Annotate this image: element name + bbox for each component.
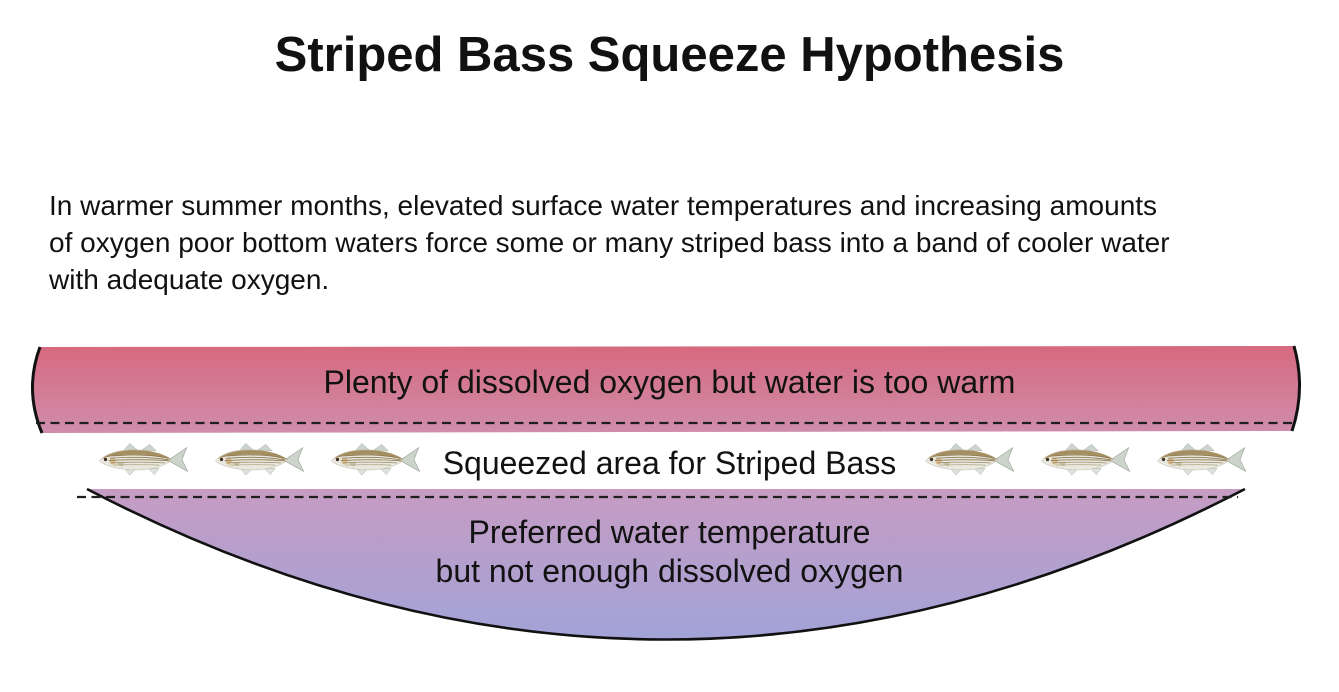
surface-layer-left-arc bbox=[31, 346, 44, 434]
intro-line: with adequate oxygen. bbox=[49, 264, 330, 295]
striped-bass-icon bbox=[1153, 441, 1251, 479]
striped-bass-icon bbox=[327, 441, 425, 479]
bottom-layer-arc bbox=[86, 487, 1246, 641]
page-title: Striped Bass Squeeze Hypothesis bbox=[274, 28, 1065, 82]
surface-layer-right-arc bbox=[1290, 345, 1301, 432]
intro-line: In warmer summer months, elevated surfac… bbox=[49, 190, 1158, 221]
intro-line: of oxygen poor bottom waters force some … bbox=[49, 227, 1170, 258]
surface-layer-shape bbox=[32, 346, 1300, 433]
striped-bass-icon bbox=[211, 441, 309, 479]
intro-paragraph: In warmer summer months, elevated surfac… bbox=[49, 187, 1309, 298]
striped-bass-icon bbox=[95, 441, 193, 479]
striped-bass-icon bbox=[921, 441, 1019, 479]
fish-group-left bbox=[95, 441, 425, 479]
surface-layer-label: Plenty of dissolved oxygen but water is … bbox=[323, 364, 1016, 400]
bottom-layer-label-line1: Preferred water temperature bbox=[468, 514, 871, 550]
squeeze-layer-label: Squeezed area for Striped Bass bbox=[442, 445, 897, 481]
bottom-layer-label: Preferred water temperature but not enou… bbox=[0, 513, 1339, 591]
fish-group-right bbox=[921, 441, 1251, 479]
striped-bass-icon bbox=[1037, 441, 1135, 479]
bottom-layer-label-line2: but not enough dissolved oxygen bbox=[435, 553, 904, 589]
